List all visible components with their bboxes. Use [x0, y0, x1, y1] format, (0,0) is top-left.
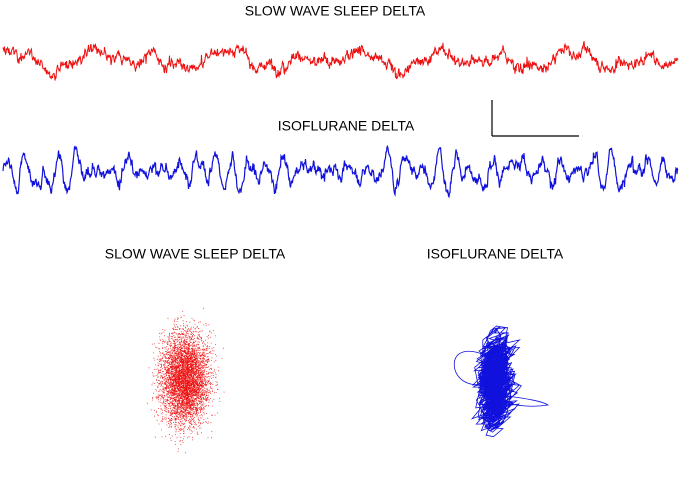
phase-title: SLOW WAVE SLEEP DELTA	[105, 246, 286, 262]
sleep-trace	[2, 41, 679, 81]
trace-title: ISOFLURANE DELTA	[278, 118, 415, 134]
isoflurane-phase-portrait	[453, 325, 550, 438]
phase-title: ISOFLURANE DELTA	[427, 246, 564, 262]
isoflurane-trace	[2, 144, 679, 199]
scale-bar	[491, 100, 579, 137]
sleep-phase-cloud	[146, 307, 225, 454]
trace-title: SLOW WAVE SLEEP DELTA	[245, 3, 426, 19]
